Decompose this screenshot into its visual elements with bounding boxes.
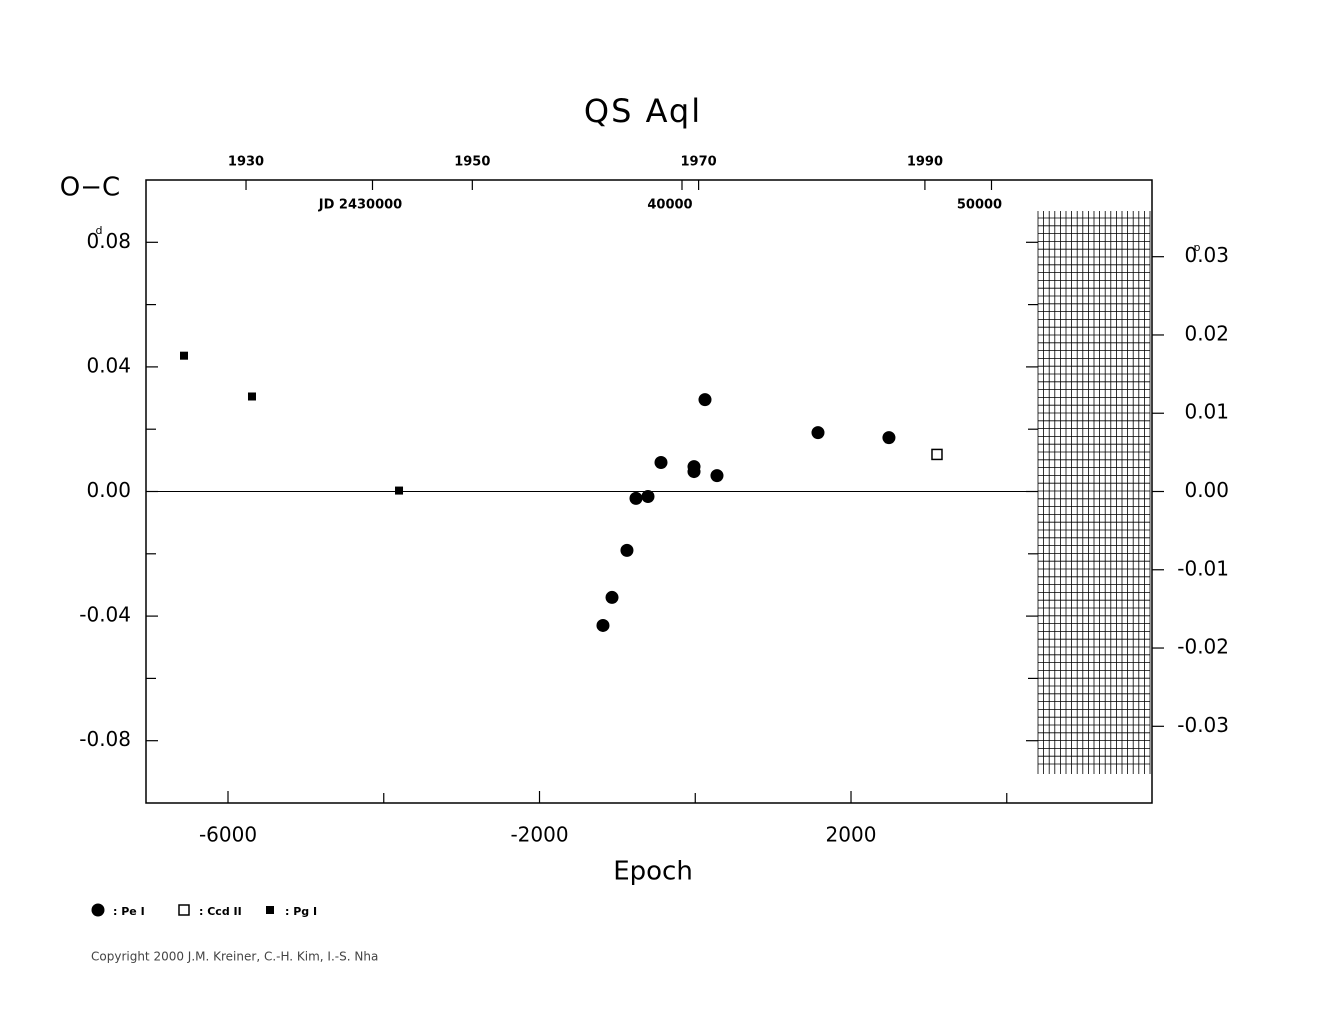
jd-tick-label: JD 2430000 — [318, 198, 402, 213]
x-tick-label: 2000 — [826, 823, 877, 847]
y-tick-label: -0.04 — [79, 603, 131, 627]
point — [641, 489, 655, 503]
y2-tick-label: 0.03 — [1184, 243, 1229, 267]
point — [620, 543, 634, 557]
y2-tick-label: -0.02 — [1177, 635, 1229, 659]
y-tick-label: 0.04 — [86, 353, 131, 377]
y-tick-label: 0.08 — [86, 229, 131, 253]
legend-marker — [178, 904, 190, 916]
point — [698, 393, 712, 407]
x-tick-label: -2000 — [510, 823, 568, 847]
legend-marker — [266, 906, 274, 914]
y-axis-label: O−C — [60, 173, 120, 203]
y2-tick-label: 0.02 — [1184, 321, 1229, 345]
legend-label: : Pe I — [113, 905, 145, 918]
y2-tick-label: -0.01 — [1177, 556, 1229, 580]
point — [931, 448, 943, 461]
point — [180, 351, 189, 360]
point — [882, 431, 896, 445]
y2-tick-label: 0.01 — [1184, 400, 1229, 424]
y2-unit: p — [1194, 241, 1201, 254]
point — [687, 465, 701, 479]
legend-label: : Pg I — [285, 905, 317, 918]
year-tick-label: 1970 — [681, 155, 717, 170]
chart-title: QS Aql — [584, 92, 702, 130]
copyright: Copyright 2000 J.M. Kreiner, C.-H. Kim, … — [91, 950, 378, 964]
year-tick-label: 1950 — [454, 155, 490, 170]
point — [811, 426, 825, 440]
jd-tick-label: 40000 — [647, 198, 692, 213]
y-unit: d — [96, 224, 103, 237]
point — [247, 392, 256, 401]
y2-tick-label: -0.03 — [1177, 713, 1229, 737]
x-tick-label: -6000 — [199, 823, 257, 847]
point — [629, 491, 643, 505]
point — [395, 486, 404, 495]
y2-tick-label: 0.00 — [1184, 478, 1229, 502]
point — [596, 618, 610, 632]
legend-label: : Ccd II — [199, 905, 242, 918]
year-tick-label: 1990 — [907, 155, 943, 170]
y-tick-label: 0.00 — [86, 478, 131, 502]
point — [710, 469, 724, 483]
y-tick-label: -0.08 — [79, 727, 131, 751]
legend-marker — [91, 903, 105, 917]
point — [605, 590, 619, 604]
point — [654, 456, 668, 470]
x-axis-label: Epoch — [613, 857, 693, 887]
jd-tick-label: 50000 — [957, 198, 1002, 213]
year-tick-label: 1930 — [228, 155, 264, 170]
